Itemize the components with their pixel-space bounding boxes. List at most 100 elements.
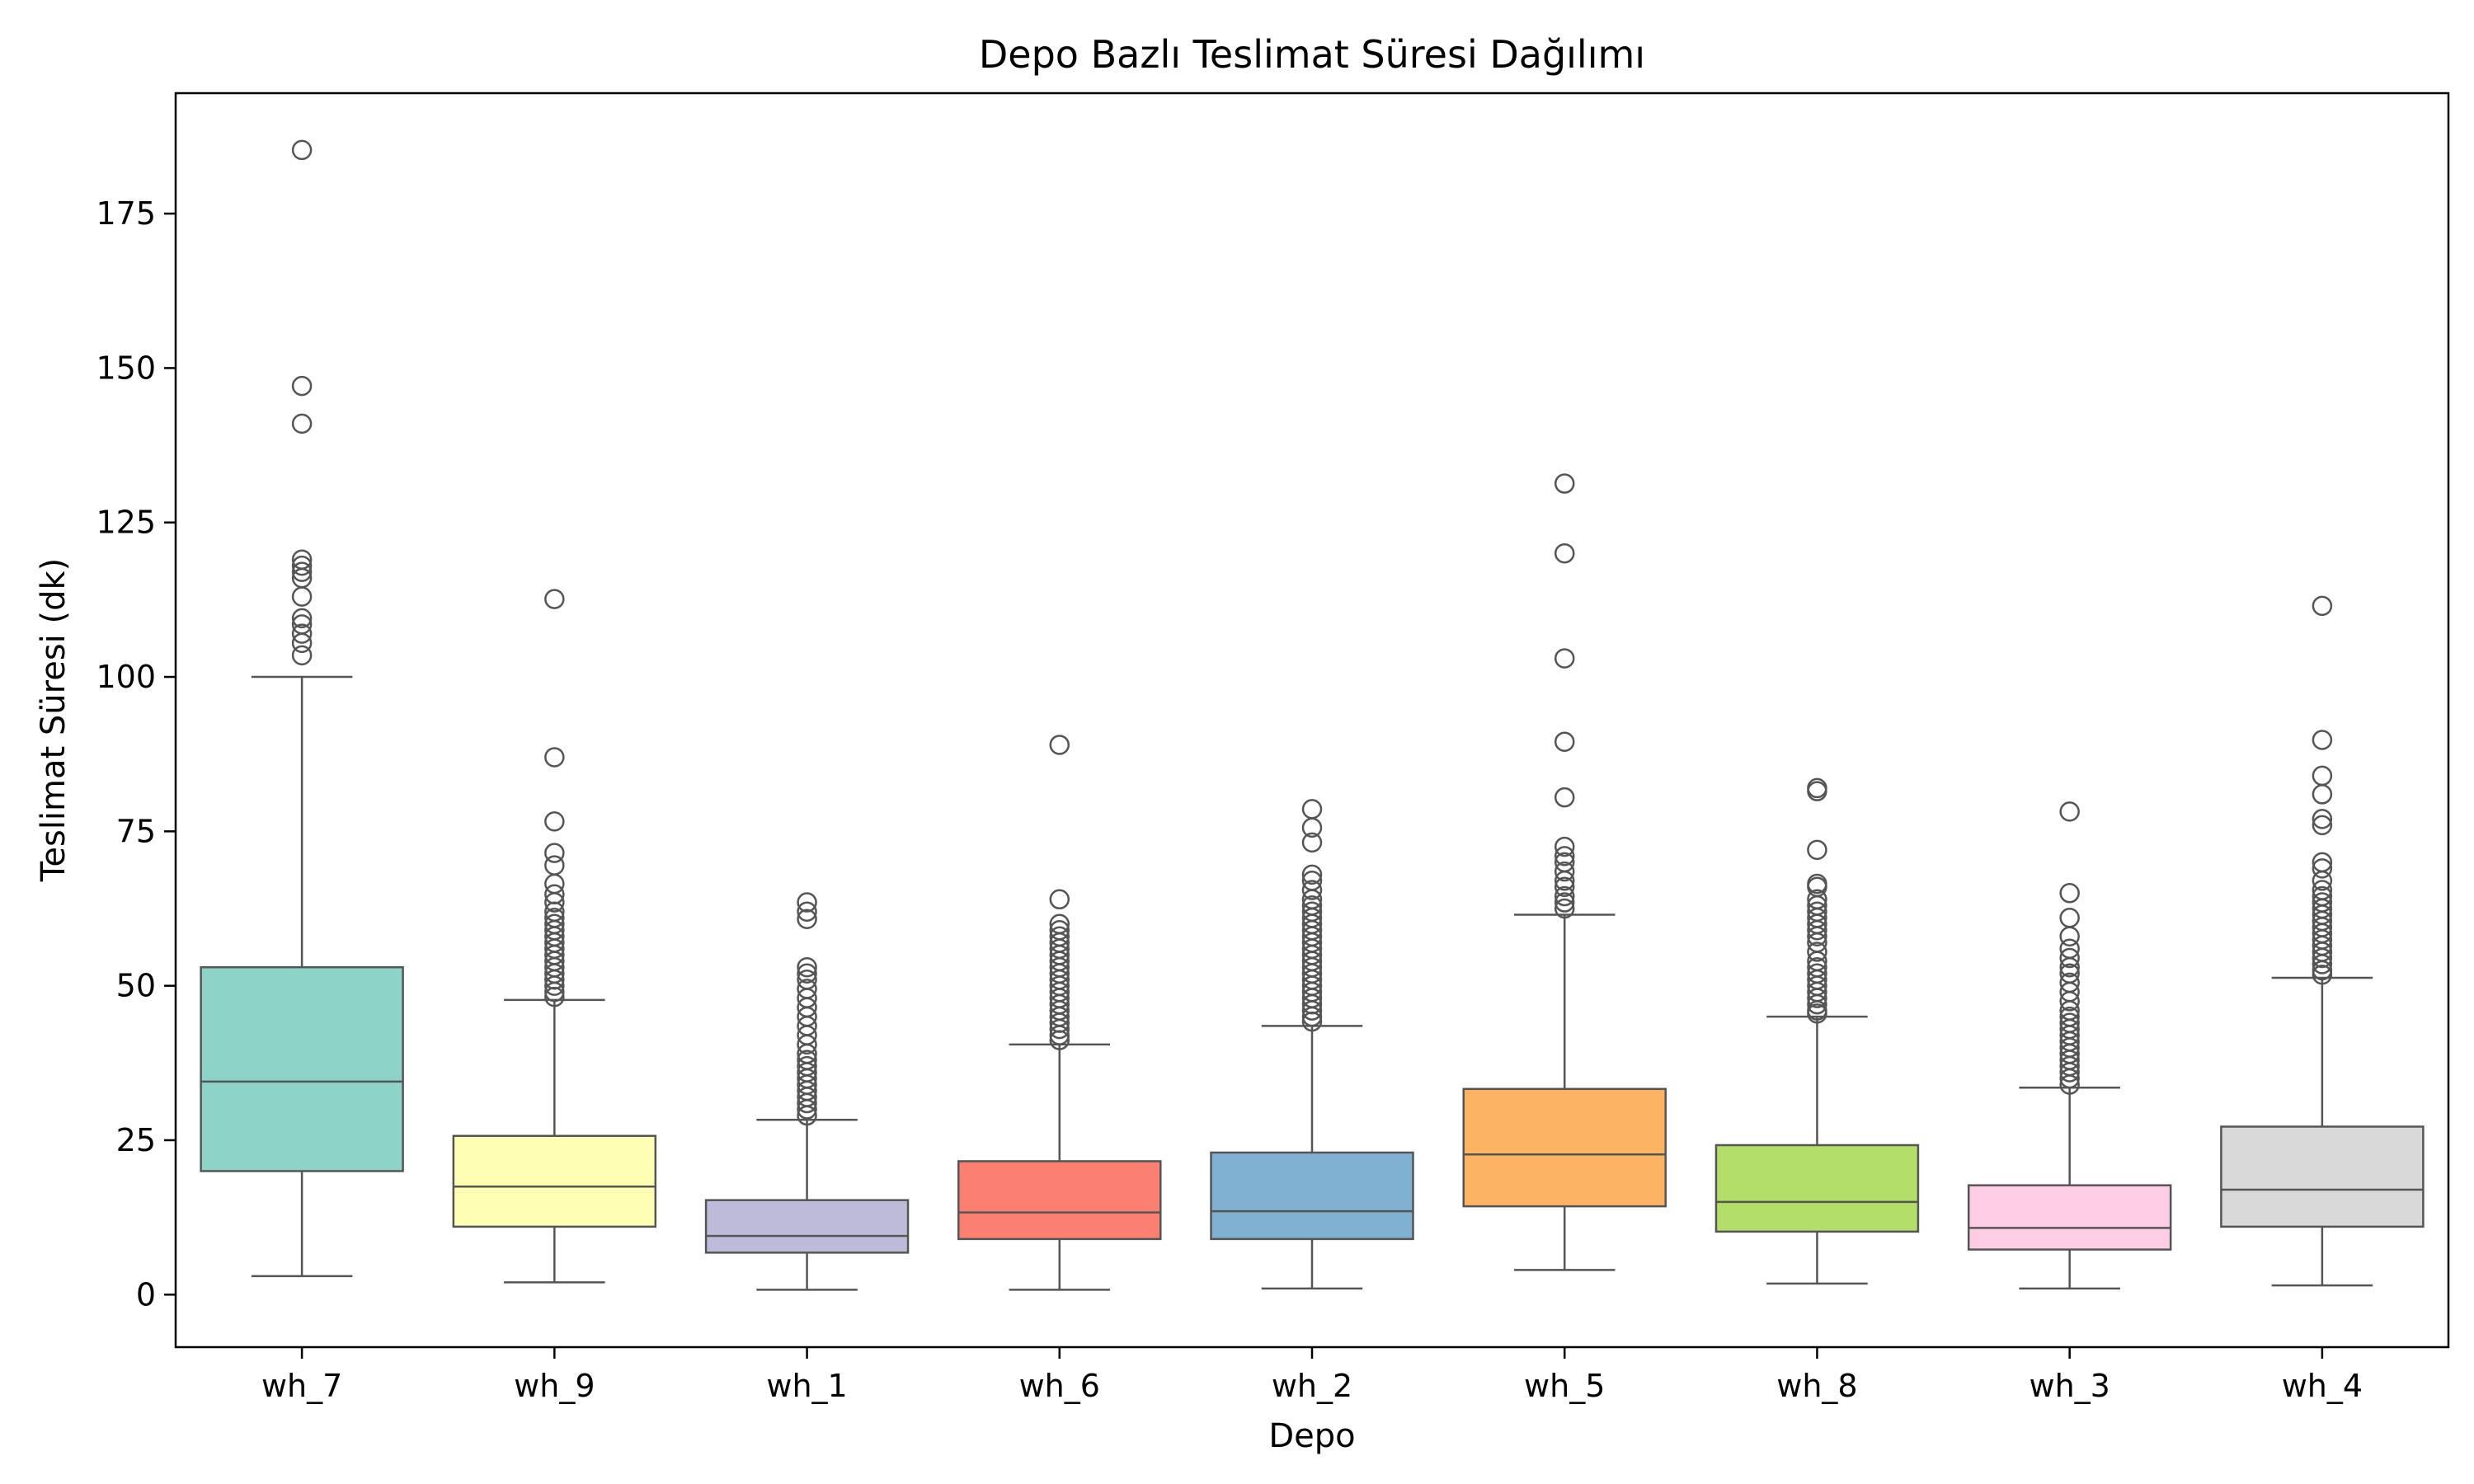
outlier-point: [1554, 542, 1575, 564]
outlier-point: [2312, 784, 2333, 805]
outlier-point: [2312, 858, 2333, 879]
outlier-point: [2312, 595, 2333, 617]
x-tick-label: wh_6: [1019, 1368, 1100, 1404]
outlier-point: [544, 843, 565, 863]
outlier-point: [1554, 898, 1575, 919]
box-iqr: [2220, 1125, 2425, 1228]
x-tick-label: wh_2: [1272, 1368, 1352, 1404]
outlier-point: [797, 963, 817, 984]
outlier-point: [1554, 892, 1575, 913]
outlier-point: [2059, 1062, 2080, 1082]
x-tick-label: wh_9: [514, 1368, 595, 1404]
y-tick-label: 50: [116, 968, 156, 1004]
outlier-point: [291, 375, 313, 397]
outlier-point: [2059, 956, 2080, 978]
outlier-point: [1807, 988, 1827, 1008]
y-tick-label: 25: [116, 1122, 156, 1158]
x-tick-label: wh_3: [2029, 1368, 2109, 1404]
box-group-wh_7: [200, 139, 404, 1278]
y-tick-label: 75: [116, 813, 156, 849]
outlier-point: [797, 1034, 817, 1055]
outlier-point: [1554, 787, 1575, 808]
box-iqr: [200, 965, 404, 1172]
y-tick-label: 175: [96, 195, 156, 232]
outlier-point: [1049, 1030, 1070, 1050]
y-tick-label: 150: [96, 350, 156, 386]
outlier-point: [797, 1099, 817, 1120]
outlier-point: [291, 586, 313, 607]
outlier-point: [291, 555, 313, 576]
outlier-point: [544, 811, 565, 832]
outlier-point: [2059, 947, 2080, 969]
outlier-point: [2059, 801, 2080, 822]
outlier-point: [797, 892, 817, 913]
outlier-point: [1301, 880, 1323, 900]
box-iqr: [957, 1160, 1162, 1241]
outlier-point: [1554, 836, 1575, 857]
outlier-point: [2059, 1068, 2080, 1089]
x-tick-label: wh_8: [1776, 1368, 1857, 1404]
box-group-wh_6: [957, 735, 1162, 1291]
outlier-point: [291, 623, 313, 644]
outlier-point: [1807, 839, 1827, 861]
box-group-wh_2: [1210, 799, 1414, 1290]
outlier-point: [544, 747, 565, 768]
outlier-point: [1554, 871, 1575, 891]
outlier-point: [1049, 1025, 1070, 1045]
outlier-point: [291, 413, 313, 434]
outlier-point: [1807, 926, 1827, 946]
outlier-point: [1807, 993, 1827, 1015]
outlier-point: [1807, 942, 1827, 962]
outlier-point: [291, 608, 313, 629]
outlier-point: [544, 892, 565, 913]
outlier-point: [797, 909, 817, 930]
x-axis: wh_7 wh_9 wh_1 wh_6 wh_2 wh_5 wh_8 wh_3 wh_4: [261, 1347, 2363, 1404]
outlier-point: [544, 986, 565, 1007]
outlier-point: [1301, 864, 1323, 885]
outlier-point: [1301, 832, 1323, 853]
y-tick-label: 125: [96, 505, 156, 541]
outlier-point: [2312, 954, 2333, 974]
outlier-point: [1301, 1000, 1323, 1021]
box-iqr: [1967, 1184, 2172, 1251]
outlier-point: [544, 975, 565, 996]
box-group-wh_4: [2220, 595, 2425, 1287]
outlier-point: [1807, 1003, 1827, 1024]
chart-title: Depo Bazlı Teslimat Süresi Dağılımı: [979, 32, 1645, 77]
outlier-point: [1049, 1018, 1070, 1040]
outlier-point: [797, 1092, 817, 1114]
outlier-point: [1554, 861, 1575, 882]
outlier-point: [1554, 876, 1575, 898]
outlier-point: [1301, 1006, 1323, 1027]
outlier-point: [2312, 730, 2333, 750]
outlier-point: [291, 139, 313, 161]
y-tick-label: 0: [136, 1276, 156, 1313]
box-iqr: [452, 1134, 657, 1228]
x-tick-label: wh_4: [2282, 1368, 2363, 1404]
outlier-point: [2312, 947, 2333, 969]
outlier-point: [2059, 926, 2080, 946]
x-tick-label: wh_5: [1524, 1368, 1605, 1404]
outlier-point: [291, 632, 313, 654]
outlier-point: [1554, 885, 1575, 907]
outlier-point: [291, 645, 313, 666]
outlier-point: [2059, 991, 2080, 1012]
outlier-point: [1554, 648, 1575, 669]
x-tick-label: wh_7: [261, 1368, 342, 1404]
outlier-point: [797, 1105, 817, 1126]
outlier-point: [1554, 846, 1575, 866]
outlier-point: [1554, 473, 1575, 494]
outlier-point: [1049, 889, 1070, 910]
outlier-point: [544, 589, 565, 609]
outlier-point: [1554, 731, 1575, 752]
box-group-wh_5: [1462, 473, 1667, 1271]
outlier-point: [544, 981, 565, 1003]
box-iqr: [1462, 1087, 1667, 1208]
outlier-point: [2059, 883, 2080, 904]
outlier-point: [797, 901, 817, 923]
box-group-wh_9: [452, 589, 657, 1284]
box-group-wh_3: [1967, 801, 2172, 1290]
box-iqr: [1714, 1144, 1920, 1233]
box-iqr: [704, 1199, 910, 1254]
